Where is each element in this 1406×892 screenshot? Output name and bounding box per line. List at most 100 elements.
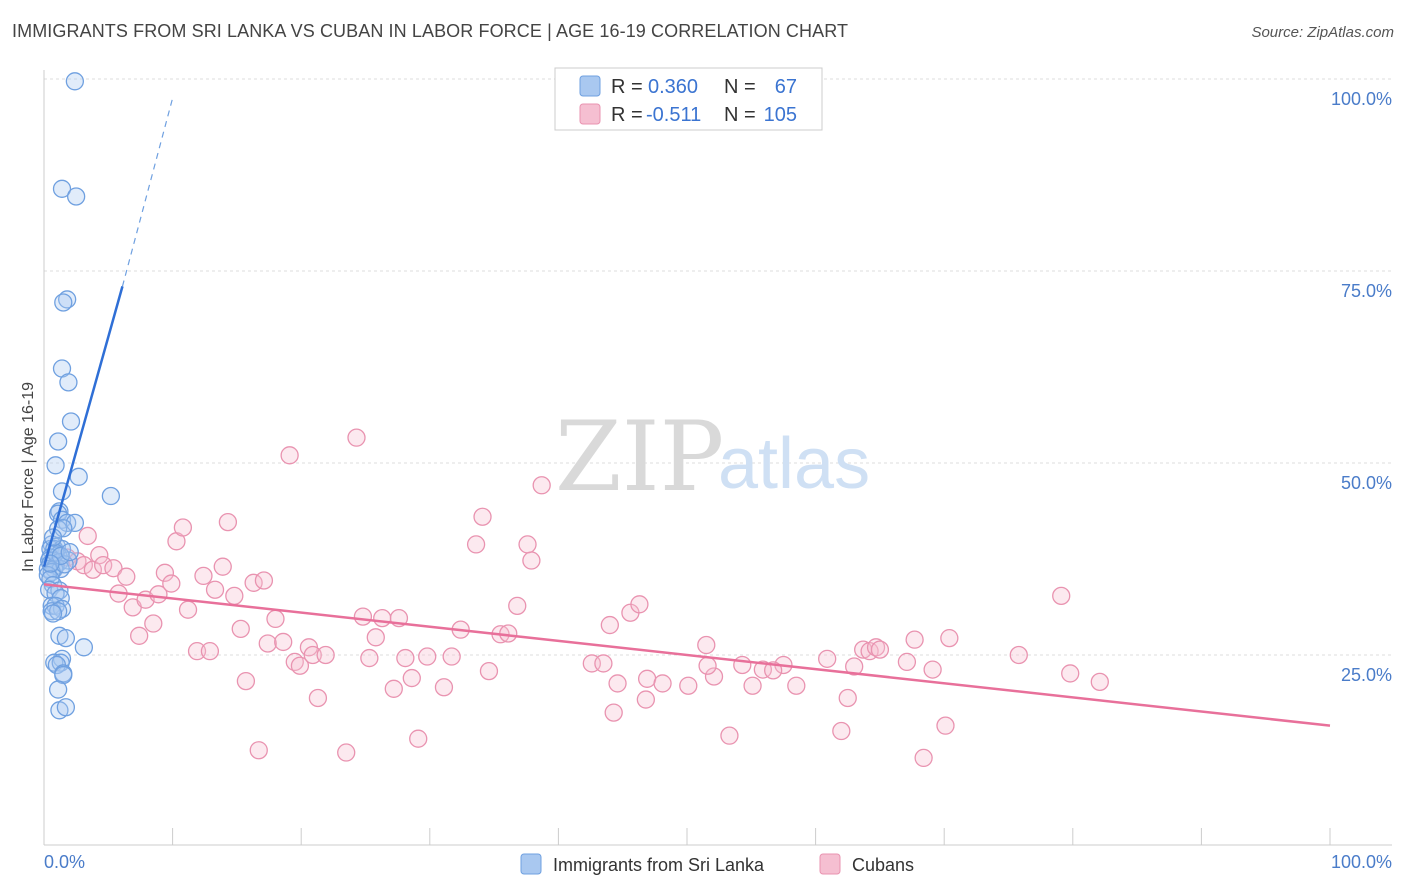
- legend-r-value-1: 0.360: [648, 76, 698, 98]
- cubans-point-35: [280, 446, 299, 465]
- cubans-point-82: [753, 660, 773, 679]
- series-cubans-points: [57, 428, 1109, 768]
- legend-r-label-2: R =: [611, 104, 643, 126]
- stats-legend: R = 0.360 N = 67 R = -0.511 N = 105: [554, 67, 823, 131]
- cubans-point-7: [104, 559, 123, 578]
- cubans-point-11: [130, 626, 149, 645]
- cubans-point-37: [290, 656, 310, 675]
- sri-lanka-point-51: [74, 638, 94, 657]
- x-tick-marks: [172, 828, 1331, 845]
- cubans-point-39: [303, 645, 322, 665]
- y-tick-label-100: 100.0%: [1331, 89, 1392, 109]
- cubans-point-13: [144, 614, 163, 633]
- cubans-point-33: [266, 609, 285, 629]
- cubans-point-84: [787, 676, 806, 695]
- cubans-point-26: [225, 586, 244, 606]
- y-tick-label-50: 50.0%: [1341, 473, 1392, 493]
- cubans-point-20: [187, 642, 207, 661]
- legend-n-label-2: N =: [724, 104, 756, 126]
- bottom-legend-label-cubans: Cubans: [852, 855, 914, 875]
- cubans-point-53: [418, 647, 437, 666]
- cubans-point-30: [249, 741, 268, 760]
- cubans-point-44: [353, 607, 373, 626]
- y-tick-labels: 25.0% 50.0% 75.0% 100.0%: [1331, 89, 1392, 685]
- cubans-point-100: [1052, 586, 1071, 606]
- cubans-point-52: [409, 729, 428, 748]
- sri-lanka-point-0: [65, 72, 85, 91]
- cubans-point-62: [508, 596, 527, 615]
- cubans-point-97: [936, 716, 955, 735]
- cubans-point-46: [366, 628, 385, 647]
- cubans-point-95: [914, 748, 933, 768]
- x-tick-label-max: 100.0%: [1331, 852, 1392, 872]
- cubans-point-28: [236, 671, 256, 691]
- cubans-point-68: [600, 615, 619, 635]
- cubans-point-57: [466, 535, 486, 554]
- sri-lanka-point-17: [65, 513, 85, 533]
- trend-line-sri-lanka-extension: [121, 98, 174, 287]
- cubans-point-74: [637, 669, 657, 688]
- cubans-point-5: [90, 546, 109, 565]
- cubans-point-88: [845, 657, 864, 676]
- trend-line-cubans: [43, 583, 1331, 727]
- cubans-point-81: [743, 676, 762, 695]
- cubans-point-77: [697, 635, 716, 655]
- sri-lanka-point-2: [67, 187, 86, 206]
- bottom-legend-swatch-cubans: [819, 853, 841, 875]
- gridlines: [44, 78, 1392, 656]
- cubans-point-98: [940, 628, 959, 648]
- cubans-point-103: [698, 656, 717, 675]
- legend-swatch-sri-lanka: [579, 75, 601, 97]
- sri-lanka-point-7: [61, 412, 81, 431]
- cubans-point-72: [630, 595, 649, 614]
- cubans-point-99: [1009, 645, 1028, 665]
- cubans-point-78: [704, 667, 724, 686]
- cubans-point-101: [1061, 664, 1080, 683]
- cubans-point-31: [254, 571, 274, 590]
- cubans-point-67: [594, 654, 613, 673]
- bottom-legend-swatch-sri-lanka: [520, 853, 542, 875]
- cubans-point-87: [838, 688, 857, 708]
- sri-lanka-point-12: [101, 486, 121, 506]
- y-tick-label-25: 25.0%: [1341, 665, 1392, 685]
- cubans-point-76: [679, 676, 698, 695]
- cubans-point-9: [117, 567, 136, 586]
- watermark-atlas: atlas: [718, 424, 870, 504]
- sri-lanka-point-65: [60, 542, 79, 562]
- legend-n-value-2: 105: [764, 104, 797, 126]
- cubans-point-102: [1090, 672, 1109, 692]
- series-legend: Immigrants from Sri Lanka Cubans: [520, 853, 914, 875]
- sri-lanka-point-50: [56, 628, 76, 648]
- sri-lanka-point-9: [46, 456, 65, 475]
- sri-lanka-point-8: [48, 432, 68, 451]
- cubans-point-92: [870, 640, 890, 659]
- cubans-point-50: [396, 648, 415, 668]
- cubans-point-42: [337, 743, 356, 762]
- cubans-point-54: [434, 678, 454, 697]
- legend-swatch-cubans: [579, 103, 601, 125]
- cubans-point-32: [258, 634, 277, 653]
- cubans-point-3: [78, 526, 97, 546]
- cubans-point-94: [905, 630, 924, 649]
- bottom-legend-label-sri-lanka: Immigrants from Sri Lanka: [553, 855, 765, 875]
- cubans-point-15: [155, 563, 175, 582]
- cubans-point-34: [274, 632, 293, 652]
- chart-title: IMMIGRANTS FROM SRI LANKA VS CUBAN IN LA…: [12, 21, 849, 41]
- cubans-point-86: [832, 721, 851, 741]
- cubans-point-43: [347, 428, 366, 447]
- cubans-point-41: [316, 645, 335, 665]
- cubans-point-51: [402, 668, 421, 688]
- y-tick-label-75: 75.0%: [1341, 281, 1392, 301]
- cubans-point-47: [373, 608, 392, 628]
- cubans-point-25: [218, 512, 238, 532]
- cubans-point-73: [636, 690, 655, 709]
- cubans-point-75: [653, 674, 672, 693]
- cubans-point-23: [205, 580, 225, 599]
- cubans-point-58: [473, 507, 492, 526]
- cubans-point-55: [442, 647, 461, 666]
- cubans-point-69: [604, 703, 623, 722]
- sri-lanka-point-1: [52, 179, 72, 198]
- watermark-zip: ZIP: [555, 401, 724, 513]
- source-label: Source: ZipAtlas.com: [1251, 24, 1394, 41]
